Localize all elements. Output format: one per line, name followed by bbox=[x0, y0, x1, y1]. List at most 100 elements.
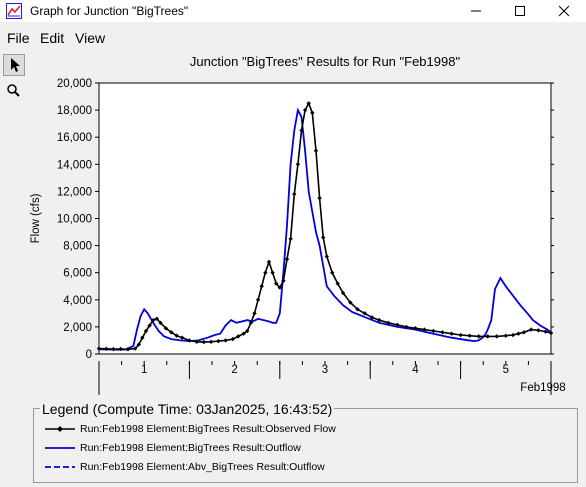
legend-label-outflow: Run:Feb1998 Element:BigTrees Result:Outf… bbox=[80, 442, 301, 454]
observed-point bbox=[277, 285, 282, 290]
observed-point bbox=[104, 346, 109, 352]
magnifier-icon bbox=[7, 84, 20, 97]
y-tick-label: 0 bbox=[86, 349, 92, 361]
observed-point bbox=[281, 278, 286, 284]
observed-point bbox=[395, 322, 400, 328]
observed-point bbox=[440, 330, 445, 335]
hec-hms-graph-icon bbox=[6, 3, 22, 19]
observed-point bbox=[476, 334, 481, 339]
observed-point bbox=[521, 330, 527, 335]
x-tick-label: 5 bbox=[503, 364, 509, 376]
observed-point bbox=[355, 307, 360, 312]
observed-point bbox=[335, 281, 340, 286]
minimize-button[interactable] bbox=[454, 0, 498, 22]
observed-point bbox=[179, 335, 185, 340]
observed-point bbox=[163, 326, 169, 331]
observed-point bbox=[241, 331, 246, 336]
observed-point bbox=[143, 328, 149, 334]
observed-point bbox=[348, 300, 353, 305]
observed-point bbox=[158, 320, 163, 326]
observed-point bbox=[132, 346, 138, 351]
close-button[interactable] bbox=[542, 0, 586, 22]
observed-point bbox=[230, 336, 235, 342]
y-tick-label: 2,000 bbox=[63, 322, 92, 334]
menu-view[interactable]: View bbox=[75, 30, 106, 46]
observed-point bbox=[252, 311, 257, 316]
observed-point bbox=[413, 326, 418, 331]
y-tick-label: 18,000 bbox=[57, 105, 92, 117]
observed-point bbox=[111, 346, 116, 352]
y-tick-label: 14,000 bbox=[57, 159, 92, 171]
observed-point bbox=[536, 328, 541, 333]
select-tool-button[interactable] bbox=[3, 54, 25, 76]
observed-point bbox=[485, 334, 490, 339]
flow-chart: Junction "BigTrees" Results for Run "Feb… bbox=[30, 54, 566, 395]
observed-point bbox=[320, 235, 326, 240]
y-tick-label: 16,000 bbox=[57, 132, 92, 144]
y-tick-label: 6,000 bbox=[63, 268, 92, 280]
legend-swatch-observed bbox=[45, 426, 75, 432]
chart-panel: Junction "BigTrees" Results for Run "Feb… bbox=[28, 50, 586, 400]
chart-title: Junction "BigTrees" Results for Run "Feb… bbox=[190, 54, 461, 69]
observed-point bbox=[96, 346, 102, 351]
observed-point bbox=[386, 320, 391, 326]
observed-point bbox=[310, 110, 315, 116]
observed-point bbox=[467, 333, 472, 338]
observed-point bbox=[147, 323, 152, 328]
observed-point bbox=[422, 327, 427, 332]
observed-point bbox=[458, 332, 463, 338]
maximize-button[interactable] bbox=[498, 0, 542, 22]
y-tick-label: 20,000 bbox=[57, 78, 92, 90]
observed-point bbox=[273, 281, 279, 286]
legend-label-observed: Run:Feb1998 Element:BigTrees Result:Obse… bbox=[80, 423, 336, 435]
observed-point bbox=[125, 347, 131, 352]
observed-point bbox=[340, 290, 346, 296]
observed-point bbox=[255, 297, 261, 302]
legend-swatch-abv-outflow bbox=[45, 466, 75, 468]
x-tick-label: 1 bbox=[141, 364, 147, 376]
window-title: Graph for Junction "BigTrees" bbox=[30, 4, 189, 18]
observed-point bbox=[208, 339, 214, 345]
x-axis-label: Feb1998 bbox=[520, 382, 565, 394]
menu-file[interactable]: File bbox=[7, 30, 30, 46]
minimize-icon bbox=[471, 10, 481, 12]
series-outflow-line bbox=[98, 107, 552, 351]
observed-point bbox=[431, 328, 436, 334]
observed-point bbox=[270, 270, 275, 275]
observed-point bbox=[187, 338, 192, 343]
title-bar: Graph for Junction "BigTrees" bbox=[0, 0, 586, 22]
menu-bar: File Edit View bbox=[0, 28, 586, 48]
zoom-tool-button[interactable] bbox=[3, 80, 25, 102]
observed-point bbox=[248, 320, 254, 326]
observed-point bbox=[263, 270, 268, 275]
x-tick-label: 3 bbox=[322, 364, 328, 376]
y-tick-label: 4,000 bbox=[63, 295, 92, 307]
y-axis-label: Flow (cfs) bbox=[30, 193, 42, 243]
observed-point bbox=[302, 107, 308, 113]
observed-point bbox=[299, 128, 304, 133]
observed-point bbox=[292, 191, 297, 197]
observed-point bbox=[151, 317, 156, 323]
observed-point bbox=[154, 316, 160, 321]
observed-point bbox=[174, 333, 179, 338]
pointer-arrow-icon bbox=[11, 58, 20, 72]
observed-point bbox=[216, 338, 221, 344]
observed-point bbox=[317, 195, 322, 201]
observed-point bbox=[136, 342, 141, 347]
observed-point bbox=[118, 346, 123, 352]
observed-point bbox=[169, 330, 174, 335]
legend-swatch-outflow bbox=[45, 447, 75, 449]
observed-point bbox=[223, 338, 228, 343]
observed-point bbox=[503, 333, 508, 338]
observed-point bbox=[140, 335, 145, 340]
observed-point bbox=[194, 339, 199, 345]
plot-area bbox=[98, 82, 552, 355]
legend-label-abv-outflow: Run:Feb1998 Element:Abv_BigTrees Result:… bbox=[80, 461, 325, 473]
observed-point bbox=[266, 259, 272, 265]
observed-point bbox=[245, 328, 250, 334]
legend-title: Legend (Compute Time: 03Jan2025, 16:43:5… bbox=[40, 401, 335, 417]
observed-point bbox=[284, 256, 290, 262]
observed-point bbox=[295, 162, 301, 167]
menu-edit[interactable]: Edit bbox=[40, 30, 65, 46]
y-tick-label: 8,000 bbox=[63, 241, 92, 253]
